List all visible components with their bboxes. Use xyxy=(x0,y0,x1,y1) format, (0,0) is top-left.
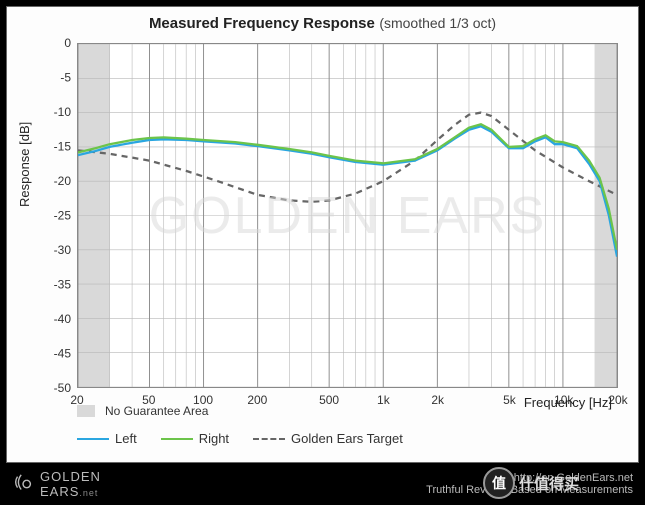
plot-area: GOLDEN EARS xyxy=(77,43,618,388)
figure-container: Measured Frequency Response (smoothed 1/… xyxy=(0,0,645,505)
no-guarantee-label: No Guarantee Area xyxy=(105,404,208,418)
legend-target-line xyxy=(253,438,285,440)
y-axis-label: Response [dB] xyxy=(17,122,32,207)
chart-svg xyxy=(78,44,617,387)
svg-text:-45: -45 xyxy=(54,347,72,361)
legend-target: Golden Ears Target xyxy=(253,431,403,446)
badge-icon: 值 xyxy=(483,467,515,499)
no-guarantee-legend: No Guarantee Area xyxy=(77,404,208,418)
svg-text:2k: 2k xyxy=(431,393,445,407)
shade-swatch xyxy=(77,405,95,417)
legend-right-line xyxy=(161,438,193,440)
svg-text:-20: -20 xyxy=(54,174,72,188)
svg-text:-35: -35 xyxy=(54,278,72,292)
svg-text:200: 200 xyxy=(247,393,267,407)
svg-text:-50: -50 xyxy=(54,381,72,395)
logo-line2: EARS xyxy=(40,484,79,499)
series-legend: Left Right Golden Ears Target xyxy=(77,431,403,446)
svg-text:-5: -5 xyxy=(60,71,71,85)
svg-text:-25: -25 xyxy=(54,209,72,223)
svg-text:-30: -30 xyxy=(54,243,72,257)
title-main: Measured Frequency Response xyxy=(149,15,375,32)
svg-text:5k: 5k xyxy=(503,393,517,407)
chart-title: Measured Frequency Response (smoothed 1/… xyxy=(7,15,638,33)
svg-text:1k: 1k xyxy=(377,393,391,407)
svg-text:500: 500 xyxy=(319,393,339,407)
smzdm-badge: 值 什值得买 xyxy=(483,467,579,499)
logo-line1: GOLDEN xyxy=(40,469,101,484)
ear-icon xyxy=(12,473,34,495)
legend-left: Left xyxy=(77,431,137,446)
legend-right: Right xyxy=(161,431,229,446)
chart-panel: Measured Frequency Response (smoothed 1/… xyxy=(6,6,639,463)
svg-text:-15: -15 xyxy=(54,140,72,154)
svg-text:0: 0 xyxy=(64,36,71,50)
brand-logo: GOLDEN EARS.net xyxy=(12,469,101,499)
legend-left-line xyxy=(77,438,109,440)
badge-text: 什值得买 xyxy=(519,473,579,494)
logo-suffix: .net xyxy=(79,488,98,498)
x-axis-label: Frequency [Hz] xyxy=(524,395,612,410)
title-subtitle: (smoothed 1/3 oct) xyxy=(379,15,496,31)
svg-text:-40: -40 xyxy=(54,312,72,326)
svg-text:-10: -10 xyxy=(54,105,72,119)
